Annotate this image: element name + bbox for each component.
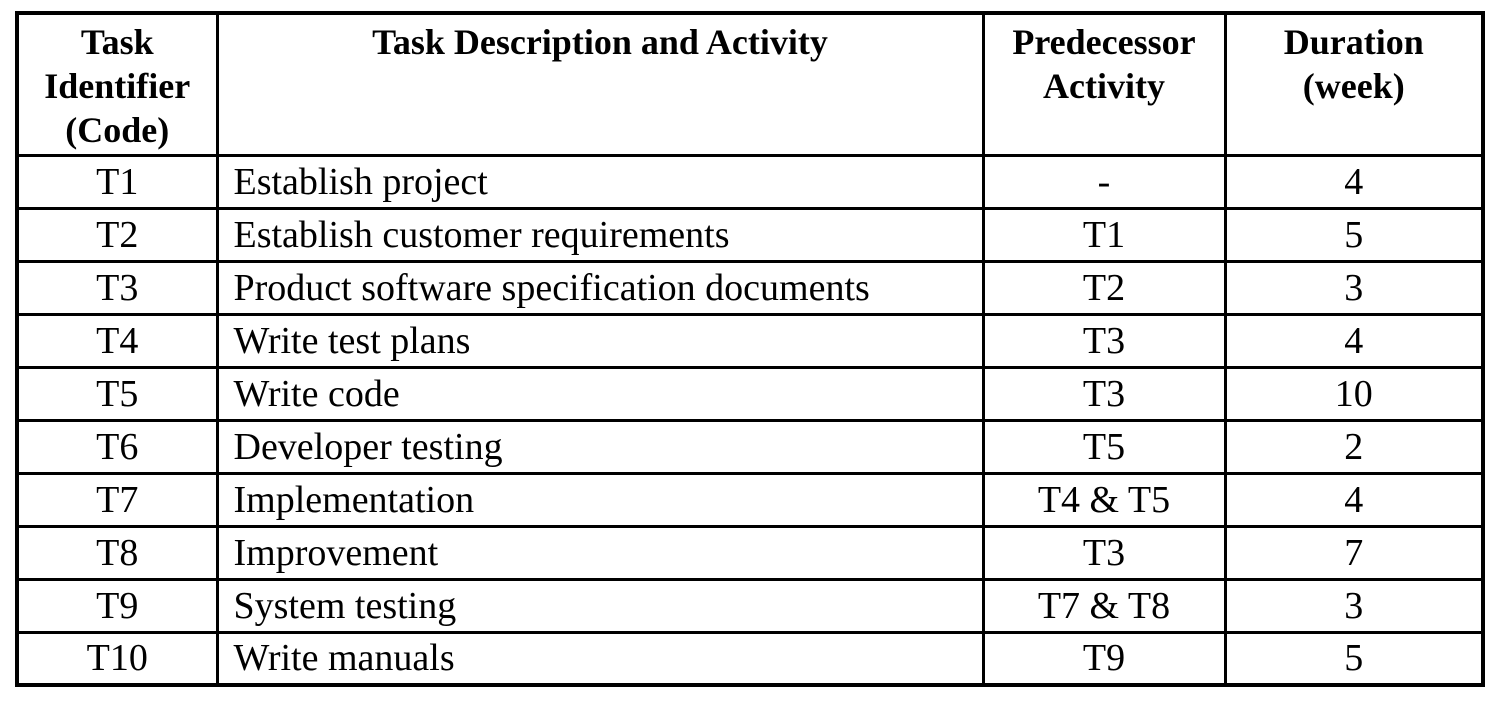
predecessor-cell: T7 & T8 xyxy=(981,577,1227,634)
description-cell: System testing xyxy=(215,577,985,634)
table-row: T7 Implementation T4 & T5 4 xyxy=(15,471,1485,528)
table-row: T4 Write test plans T3 4 xyxy=(15,312,1485,369)
predecessor-cell: T3 xyxy=(981,312,1227,369)
duration-cell: 7 xyxy=(1223,524,1485,581)
description-cell: Establish project xyxy=(215,153,985,210)
table-row: T3 Product software specification docume… xyxy=(15,259,1485,316)
predecessor-cell: T3 xyxy=(981,365,1227,422)
header-task-identifier: Task Identifier (Code) xyxy=(15,11,219,157)
description-cell: Write test plans xyxy=(215,312,985,369)
task-code-cell: T4 xyxy=(15,312,219,369)
task-code-cell: T3 xyxy=(15,259,219,316)
duration-cell: 4 xyxy=(1223,153,1485,210)
description-cell: Implementation xyxy=(215,471,985,528)
description-cell: Developer testing xyxy=(215,418,985,475)
duration-cell: 3 xyxy=(1223,259,1485,316)
task-code-cell: T10 xyxy=(15,630,219,687)
task-code-cell: T7 xyxy=(15,471,219,528)
duration-cell: 5 xyxy=(1223,630,1485,687)
table-row: T10 Write manuals T9 5 xyxy=(15,630,1485,687)
header-task-description: Task Description and Activity xyxy=(215,11,985,157)
task-table: Task Identifier (Code) Task Description … xyxy=(15,11,1485,688)
duration-cell: 5 xyxy=(1223,206,1485,263)
predecessor-cell: T1 xyxy=(981,206,1227,263)
predecessor-cell: T9 xyxy=(981,630,1227,687)
duration-cell: 4 xyxy=(1223,312,1485,369)
duration-cell: 3 xyxy=(1223,577,1485,634)
predecessor-cell: T5 xyxy=(981,418,1227,475)
table-row: T1 Establish project - 4 xyxy=(15,153,1485,210)
header-duration: Duration (week) xyxy=(1223,11,1485,157)
description-cell: Product software specification documents xyxy=(215,259,985,316)
duration-cell: 4 xyxy=(1223,471,1485,528)
predecessor-cell: T2 xyxy=(981,259,1227,316)
task-code-cell: T1 xyxy=(15,153,219,210)
table-row: T8 Improvement T3 7 xyxy=(15,524,1485,581)
table-row: T9 System testing T7 & T8 3 xyxy=(15,577,1485,634)
predecessor-cell: T4 & T5 xyxy=(981,471,1227,528)
task-code-cell: T9 xyxy=(15,577,219,634)
task-code-cell: T2 xyxy=(15,206,219,263)
duration-cell: 2 xyxy=(1223,418,1485,475)
table-header-row: Task Identifier (Code) Task Description … xyxy=(15,11,1485,157)
description-cell: Establish customer requirements xyxy=(215,206,985,263)
table-row: T5 Write code T3 10 xyxy=(15,365,1485,422)
predecessor-cell: T3 xyxy=(981,524,1227,581)
table-row: T2 Establish customer requirements T1 5 xyxy=(15,206,1485,263)
task-code-cell: T8 xyxy=(15,524,219,581)
description-cell: Write code xyxy=(215,365,985,422)
header-predecessor-activity: Predecessor Activity xyxy=(981,11,1227,157)
task-code-cell: T6 xyxy=(15,418,219,475)
table-row: T6 Developer testing T5 2 xyxy=(15,418,1485,475)
description-cell: Write manuals xyxy=(215,630,985,687)
description-cell: Improvement xyxy=(215,524,985,581)
predecessor-cell: - xyxy=(981,153,1227,210)
task-code-cell: T5 xyxy=(15,365,219,422)
duration-cell: 10 xyxy=(1223,365,1485,422)
